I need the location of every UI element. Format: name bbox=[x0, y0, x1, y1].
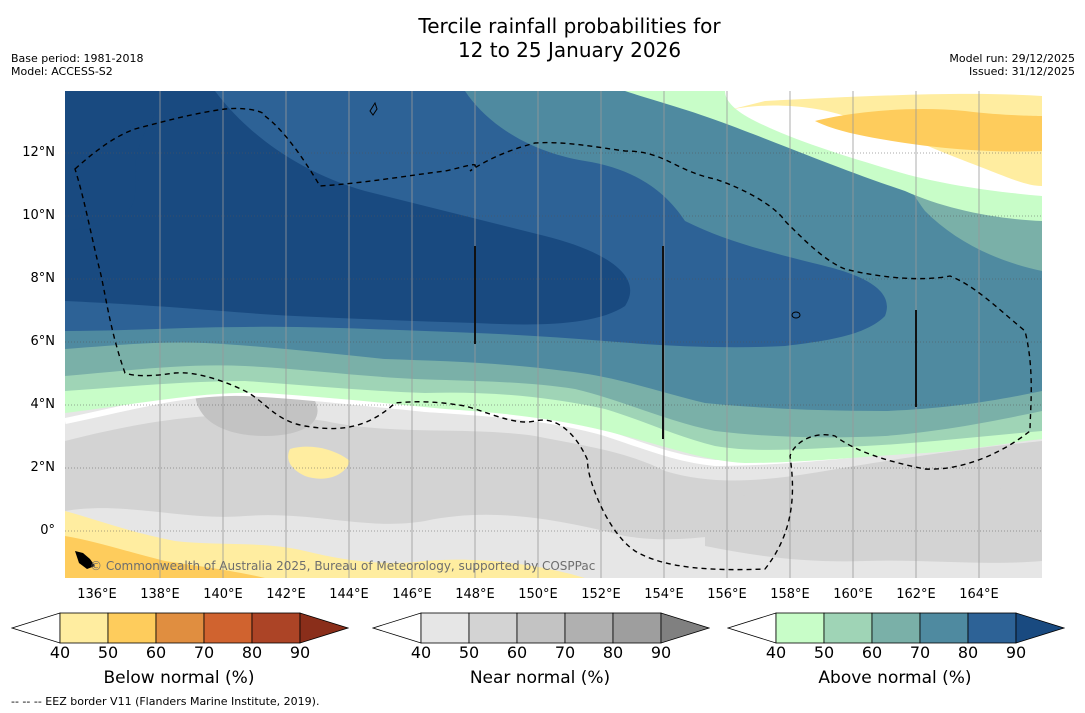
lat-label: 6°N bbox=[30, 334, 56, 349]
lon-label: 136°E bbox=[77, 587, 117, 602]
colorbar-tick-label: 80 bbox=[241, 643, 263, 662]
issued-date: Issued: 31/12/2025 bbox=[968, 65, 1075, 78]
colorbar-title: Below normal (%) bbox=[103, 668, 255, 688]
colorbar-segment bbox=[516, 612, 566, 644]
lat-label: 8°N bbox=[30, 271, 56, 286]
above-normal-max bbox=[65, 91, 631, 325]
chart-title: Tercile rainfall probabilities for 12 to… bbox=[0, 14, 1085, 62]
lon-label: 160°E bbox=[833, 587, 873, 602]
model-info: Base period: 1981-2018 Model: ACCESS-S2 bbox=[11, 52, 143, 78]
colorbar-segment bbox=[59, 612, 109, 644]
lat-label: 4°N bbox=[30, 397, 56, 412]
colorbar-2 bbox=[727, 612, 1065, 644]
colorbar-extend-low bbox=[11, 612, 61, 644]
lon-label: 152°E bbox=[581, 587, 621, 602]
lon-label: 158°E bbox=[770, 587, 810, 602]
lon-label: 154°E bbox=[644, 587, 684, 602]
copyright-notice: © Commonwealth of Australia 2025, Bureau… bbox=[90, 559, 596, 573]
colorbar-tick-label: 40 bbox=[410, 643, 432, 662]
colorbar-segment bbox=[420, 612, 470, 644]
lon-label: 148°E bbox=[455, 587, 495, 602]
colorbar-segment bbox=[871, 612, 921, 644]
colorbar-segment bbox=[107, 612, 157, 644]
below-normal-patch bbox=[288, 446, 350, 479]
title-line-2: 12 to 25 January 2026 bbox=[457, 38, 682, 62]
colorbar-extend-low bbox=[727, 612, 777, 644]
colorbar-tick-label: 60 bbox=[506, 643, 528, 662]
model-name: Model: ACCESS-S2 bbox=[11, 65, 113, 78]
lon-label: 144°E bbox=[329, 587, 369, 602]
lon-label: 142°E bbox=[266, 587, 306, 602]
colorbar-1 bbox=[372, 612, 710, 644]
colorbar-tick-label: 80 bbox=[957, 643, 979, 662]
coastline bbox=[75, 551, 95, 569]
colorbar-segment bbox=[251, 612, 301, 644]
colorbar-segment bbox=[919, 612, 969, 644]
colorbar-extend-high bbox=[1015, 612, 1065, 644]
eez-footnote: -- -- -- EEZ border V11 (Flanders Marine… bbox=[11, 695, 320, 708]
colorbar-tick-label: 40 bbox=[765, 643, 787, 662]
colorbar-tick-label: 50 bbox=[458, 643, 480, 662]
near-normal-70 bbox=[195, 389, 318, 436]
colorbar-segment bbox=[564, 612, 614, 644]
title-line-1: Tercile rainfall probabilities for bbox=[418, 14, 721, 38]
colorbar-segment bbox=[155, 612, 205, 644]
colorbar-segment bbox=[967, 612, 1017, 644]
colorbar-tick-label: 70 bbox=[193, 643, 215, 662]
colorbar-tick-label: 90 bbox=[289, 643, 311, 662]
colorbar-tick-label: 50 bbox=[97, 643, 119, 662]
lon-label: 150°E bbox=[518, 587, 558, 602]
colorbar-tick-label: 90 bbox=[650, 643, 672, 662]
near-normal-60-east bbox=[705, 483, 1042, 563]
colorbar-segment bbox=[823, 612, 873, 644]
lon-label: 162°E bbox=[896, 587, 936, 602]
lon-label: 146°E bbox=[392, 587, 432, 602]
colorbar-extend-high bbox=[660, 612, 710, 644]
colorbar-tick-label: 60 bbox=[145, 643, 167, 662]
grid-lat-lines bbox=[65, 152, 1042, 532]
colorbar-tick-label: 40 bbox=[49, 643, 71, 662]
below-normal-50-sw bbox=[65, 511, 585, 578]
colorbar-segment bbox=[468, 612, 518, 644]
lat-label: 10°N bbox=[22, 208, 55, 223]
lon-label: 138°E bbox=[140, 587, 180, 602]
island bbox=[369, 101, 378, 116]
colorbar-tick-label: 50 bbox=[813, 643, 835, 662]
lat-label: 0° bbox=[40, 523, 55, 538]
colorbar-tick-label: 90 bbox=[1005, 643, 1027, 662]
below-normal-60-ne bbox=[815, 109, 1042, 152]
colorbar-segment bbox=[203, 612, 253, 644]
lat-label: 12°N bbox=[22, 145, 55, 160]
below-normal-60-sw bbox=[65, 536, 265, 578]
colorbar-segment bbox=[775, 612, 825, 644]
model-run: Model run: 29/12/2025 bbox=[949, 52, 1075, 65]
colorbar-tick-label: 60 bbox=[861, 643, 883, 662]
colorbar-extend-low bbox=[372, 612, 422, 644]
colorbar-title: Above normal (%) bbox=[818, 668, 972, 688]
run-info: Model run: 29/12/2025 Issued: 31/12/2025 bbox=[949, 52, 1075, 78]
lon-label: 156°E bbox=[707, 587, 747, 602]
base-period: Base period: 1981-2018 bbox=[11, 52, 144, 65]
colorbar-0 bbox=[11, 612, 349, 644]
map-svg bbox=[65, 91, 1042, 578]
colorbar-tick-label: 80 bbox=[602, 643, 624, 662]
colorbar-tick-label: 70 bbox=[554, 643, 576, 662]
lon-label: 164°E bbox=[959, 587, 999, 602]
colorbar-tick-label: 70 bbox=[909, 643, 931, 662]
island bbox=[791, 311, 801, 319]
lat-label: 2°N bbox=[30, 460, 56, 475]
colorbar-extend-high bbox=[299, 612, 349, 644]
eez-border bbox=[74, 107, 1032, 571]
lon-label: 140°E bbox=[203, 587, 243, 602]
colorbar-title: Near normal (%) bbox=[469, 668, 611, 688]
forecast-map bbox=[65, 91, 1042, 578]
colorbar-segment bbox=[612, 612, 662, 644]
